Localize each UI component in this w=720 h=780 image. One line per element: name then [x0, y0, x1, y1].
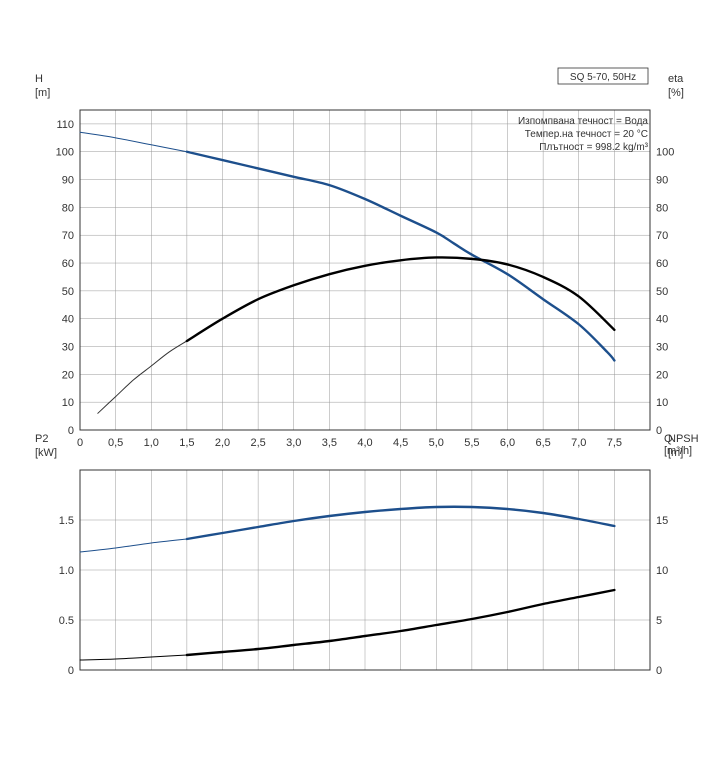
y-left-label: P2 [35, 433, 48, 445]
y-left-tick: 1.5 [59, 515, 74, 527]
y-right-tick: 40 [656, 314, 668, 326]
y-left-tick: 30 [62, 342, 74, 354]
y-right-tick: 0 [656, 665, 662, 677]
x-tick: 1,0 [144, 437, 159, 449]
y-right-tick: 10 [656, 397, 668, 409]
y-right-tick: 80 [656, 202, 668, 214]
y-left-tick: 40 [62, 314, 74, 326]
y-right-tick: 10 [656, 565, 668, 577]
pump-curve-figure: 0102030405060708090100110010203040506070… [0, 0, 720, 780]
y-left-unit: [kW] [35, 447, 57, 459]
y-right-tick: 90 [656, 175, 668, 187]
meta-line: Темпер.на течност = 20 °C [525, 129, 648, 140]
y-left-label: H [35, 73, 43, 85]
x-tick: 2,0 [215, 437, 230, 449]
y-right-tick: 50 [656, 286, 668, 298]
y-left-tick: 90 [62, 175, 74, 187]
head-curve-thin [80, 132, 187, 151]
y-left-tick: 110 [56, 119, 74, 131]
y-right-tick: 20 [656, 369, 668, 381]
x-tick: 4,5 [393, 437, 408, 449]
y-right-tick: 70 [656, 230, 668, 242]
x-tick: 6,5 [535, 437, 550, 449]
x-tick: 5,5 [464, 437, 479, 449]
y-left-tick: 1.0 [59, 565, 74, 577]
y-right-label: eta [668, 73, 684, 85]
y-right-tick: 5 [656, 615, 662, 627]
x-tick: 0 [77, 437, 83, 449]
y-left-tick: 20 [62, 369, 74, 381]
y-right-tick: 0 [656, 425, 662, 437]
y-right-tick: 15 [656, 515, 668, 527]
x-tick: 0,5 [108, 437, 123, 449]
y-left-tick: 0 [68, 665, 74, 677]
x-tick: 5,0 [429, 437, 444, 449]
x-tick: 7,0 [571, 437, 586, 449]
y-left-tick: 50 [62, 286, 74, 298]
y-right-tick: 60 [656, 258, 668, 270]
meta-line: Плътност = 998.2 kg/m³ [539, 142, 648, 153]
y-left-tick: 70 [62, 230, 74, 242]
y-left-tick: 60 [62, 258, 74, 270]
y-left-tick: 10 [62, 397, 74, 409]
efficiency-curve-thin [98, 341, 187, 413]
model-title: SQ 5-70, 50Hz [570, 72, 636, 83]
y-right-tick: 100 [656, 147, 674, 159]
x-tick: 3,5 [322, 437, 337, 449]
y-left-tick: 80 [62, 202, 74, 214]
x-tick: 3,0 [286, 437, 301, 449]
x-tick: 6,0 [500, 437, 515, 449]
x-tick: 1,5 [179, 437, 194, 449]
x-tick: 4,0 [357, 437, 372, 449]
meta-line: Изпомпвана течност = Вода [518, 116, 648, 127]
y-right-unit: [%] [668, 87, 684, 99]
x-tick: 7,5 [607, 437, 622, 449]
y-right-unit: [m] [668, 447, 683, 459]
y-left-tick: 0 [68, 425, 74, 437]
power-curve-thin [80, 539, 187, 552]
npsh-curve-thin [80, 655, 187, 660]
y-left-tick: 100 [56, 147, 74, 159]
y-right-label: NPSH [668, 433, 699, 445]
y-left-tick: 0.5 [59, 615, 74, 627]
x-tick: 2,5 [250, 437, 265, 449]
y-left-unit: [m] [35, 87, 50, 99]
y-right-tick: 30 [656, 342, 668, 354]
